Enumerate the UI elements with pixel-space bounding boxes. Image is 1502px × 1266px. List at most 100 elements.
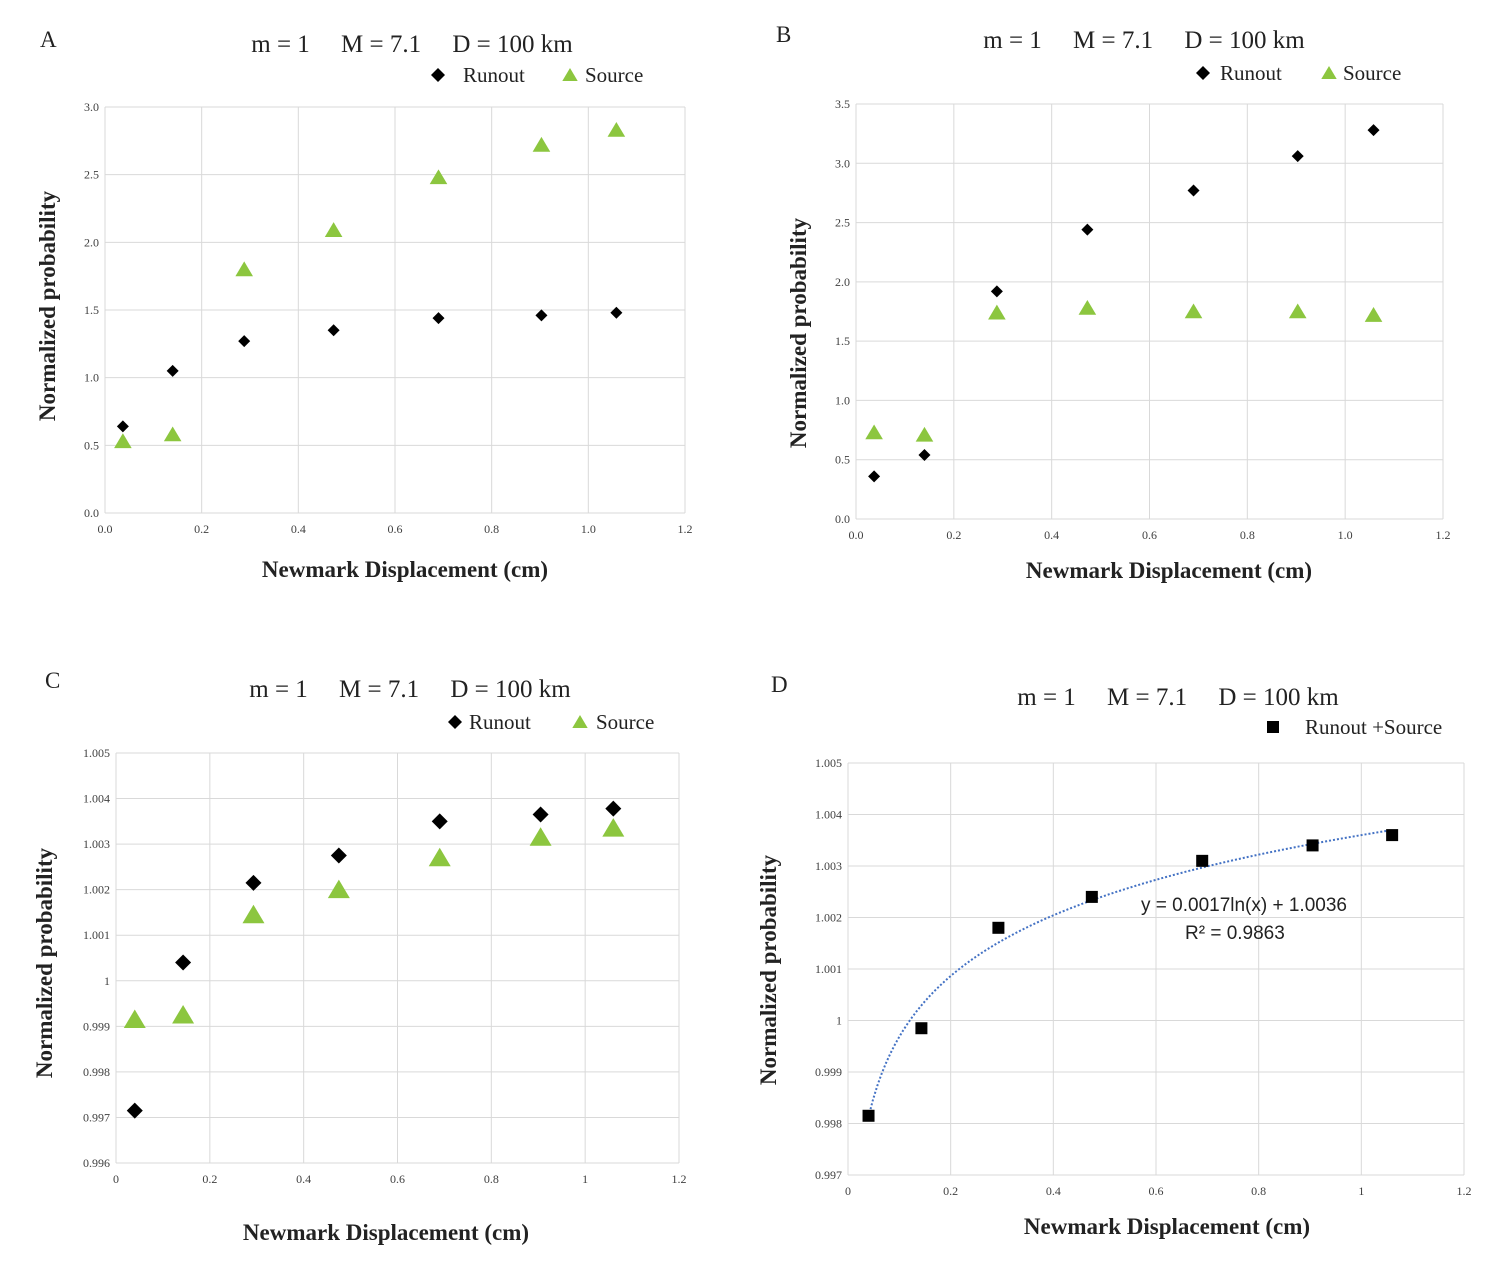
- y-tick-label: 3.0: [835, 156, 850, 170]
- legend-marker: [1267, 721, 1279, 733]
- runout-point: [532, 806, 549, 823]
- legend-marker: [431, 68, 445, 82]
- y-tick-label: 3.0: [84, 100, 99, 114]
- x-tick-label: 1.0: [581, 522, 596, 536]
- source-point: [114, 433, 132, 449]
- y-tick-label: 0.0: [835, 512, 850, 526]
- x-tick-label: 1.2: [672, 1172, 687, 1186]
- x-tick-label: 0.6: [388, 522, 403, 536]
- runout-source-point: [915, 1022, 928, 1035]
- source-point: [1288, 303, 1307, 319]
- source-point: [1184, 303, 1203, 319]
- source-point: [327, 879, 350, 899]
- y-tick-label: 1.003: [815, 859, 842, 873]
- x-tick-label: 0.6: [1142, 528, 1157, 542]
- chart-title: m = 1 M = 7.1 D = 100 km: [1017, 684, 1339, 711]
- x-tick-label: 0.2: [946, 528, 961, 542]
- panel-label: B: [776, 22, 791, 47]
- chart-svg-c: 0 0.2 0.4 0.6 0.8 1 1.2 0.996 0.997 0.998 0.999 1 1.…: [32, 668, 687, 1245]
- source-point: [429, 169, 448, 185]
- source-point: [1078, 299, 1097, 315]
- legend-label: Runout: [469, 710, 531, 734]
- source-point: [915, 426, 934, 442]
- trendline-equation: y = 0.0017ln(x) + 1.0036: [1141, 895, 1347, 916]
- chart-title: m = 1 M = 7.1 D = 100 km: [249, 676, 571, 703]
- source-point: [428, 847, 451, 867]
- y-tick-label: 1.001: [815, 962, 842, 976]
- x-tick-label: 0.8: [1251, 1184, 1266, 1198]
- chart-panel-a: 0.0 0.2 0.4 0.6 0.8 1.0 1.2 0.0 0.5 1.0 1.5 2.0 2.5 3…: [0, 0, 751, 620]
- legend-marker: [1196, 66, 1210, 80]
- source-point: [988, 304, 1006, 320]
- runout-point: [432, 312, 445, 325]
- runout-point: [431, 813, 448, 830]
- y-tick-label: 2.0: [835, 275, 850, 289]
- source-point: [123, 1009, 146, 1028]
- y-tick-label: 1.5: [835, 334, 850, 348]
- x-tick-label: 0.4: [1044, 528, 1059, 542]
- y-tick-label: 0.999: [83, 1019, 110, 1033]
- x-tick-label: 0.4: [296, 1172, 311, 1186]
- x-tick-label: 0.0: [98, 522, 113, 536]
- x-tick-label: 0.8: [484, 1172, 499, 1186]
- y-tick-label: 1.0: [84, 371, 99, 385]
- source-point: [1364, 307, 1383, 322]
- x-tick-label: 0.2: [943, 1184, 958, 1198]
- y-tick-label: 0.5: [835, 453, 850, 467]
- runout-point: [1367, 124, 1380, 137]
- y-tick-label: 1: [104, 974, 110, 988]
- runout-point: [327, 324, 340, 337]
- chart-title: m = 1 M = 7.1 D = 100 km: [983, 27, 1305, 54]
- chart-svg-d: 0 0.2 0.4 0.6 0.8 1 1.2 0.997 0.998 0.999 1 1.001 1.…: [756, 672, 1472, 1239]
- runout-source-point: [1306, 839, 1319, 852]
- x-tick-label: 0.6: [1149, 1184, 1164, 1198]
- x-tick-label: 1.2: [1436, 528, 1451, 542]
- runout-point: [126, 1102, 143, 1119]
- x-tick-label: 1: [1358, 1184, 1364, 1198]
- x-tick-label: 1.2: [1457, 1184, 1472, 1198]
- runout-point: [330, 847, 347, 864]
- r-squared-label: R² = 0.9863: [1185, 923, 1285, 944]
- panel-label: C: [45, 668, 60, 693]
- y-axis-label: Normalized probability: [786, 217, 811, 448]
- source-point: [532, 136, 551, 152]
- legend-label: Source: [585, 63, 643, 87]
- y-tick-label: 1.004: [83, 792, 110, 806]
- y-tick-label: 0.5: [84, 438, 99, 452]
- legend-label: Source: [1343, 61, 1401, 85]
- source-point: [163, 426, 182, 442]
- y-axis-label: Normalized probability: [32, 847, 57, 1078]
- y-tick-label: 1.0: [835, 393, 850, 407]
- runout-point: [166, 364, 179, 377]
- y-tick-label: 1: [836, 1014, 842, 1028]
- x-tick-label: 0: [113, 1172, 119, 1186]
- legend-label: Runout: [463, 63, 525, 87]
- runout-point: [245, 874, 262, 891]
- source-point: [172, 1004, 195, 1024]
- chart-svg-a: 0.0 0.2 0.4 0.6 0.8 1.0 1.2 0.0 0.5 1.0 1.5 2.0 2.5 3…: [35, 27, 693, 582]
- runout-point: [1081, 223, 1094, 236]
- source-point: [607, 122, 626, 137]
- x-tick-label: 0.8: [1240, 528, 1255, 542]
- x-tick-label: 0: [845, 1184, 851, 1198]
- x-axis-label: Newmark Displacement (cm): [262, 557, 548, 582]
- runout-point: [535, 309, 548, 322]
- y-tick-label: 1.005: [83, 746, 110, 760]
- source-point: [324, 222, 343, 237]
- source-point: [235, 261, 253, 277]
- legend-marker: [572, 715, 588, 728]
- x-tick-label: 1.2: [678, 522, 693, 536]
- chart-svg-b: 0.0 0.2 0.4 0.6 0.8 1.0 1.2 0.0 0.5 1.0 1.5 2.0 2.5 3…: [776, 22, 1451, 583]
- runout-point: [610, 306, 623, 319]
- x-tick-label: 0.4: [1046, 1184, 1061, 1198]
- y-tick-label: 0.998: [83, 1065, 110, 1079]
- y-axis-label: Normalized probability: [35, 190, 60, 421]
- y-tick-label: 0.996: [83, 1156, 110, 1170]
- x-tick-label: 0.2: [194, 522, 209, 536]
- runout-point: [605, 800, 622, 817]
- runout-point: [116, 420, 129, 433]
- runout-source-point: [862, 1109, 875, 1122]
- x-axis-label: Newmark Displacement (cm): [1026, 558, 1312, 583]
- y-tick-label: 1.001: [83, 928, 110, 942]
- source-point: [865, 424, 883, 440]
